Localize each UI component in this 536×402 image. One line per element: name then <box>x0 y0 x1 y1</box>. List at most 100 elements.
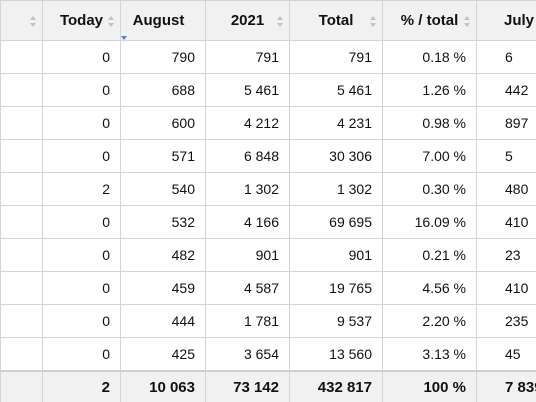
cell: 4.56 % <box>382 271 477 305</box>
data-row: 0 459 4 587 19 765 4.56 % 410 <box>0 271 536 305</box>
cell: 19 765 <box>289 271 383 305</box>
header-cell[interactable]: 2021 <box>205 0 290 41</box>
header-cell[interactable]: % / total <box>382 0 477 41</box>
cell: 410 <box>476 271 536 305</box>
data-row: 0 790 791 791 0.18 % 6 <box>0 40 536 74</box>
cell: 2 <box>42 172 121 206</box>
sort-icon <box>464 16 470 27</box>
cell: 0.21 % <box>382 238 477 272</box>
cell: 0 <box>42 337 121 372</box>
cell: 7 839 <box>476 370 536 402</box>
header-label: Today <box>59 12 104 29</box>
header-cell[interactable] <box>0 0 43 41</box>
data-row: 2 540 1 302 1 302 0.30 % 480 <box>0 172 536 206</box>
cell: 0.30 % <box>382 172 477 206</box>
cell: 442 <box>476 73 536 107</box>
cell: 1.26 % <box>382 73 477 107</box>
header-cell[interactable]: Total <box>289 0 383 41</box>
cell: 0 <box>42 40 121 74</box>
cell: 6 <box>476 40 536 74</box>
cell: 4 166 <box>205 205 290 239</box>
cell: 1 302 <box>289 172 383 206</box>
cell: 2.20 % <box>382 304 477 338</box>
data-row: 0 688 5 461 5 461 1.26 % 442 <box>0 73 536 107</box>
cell: 5 461 <box>205 73 290 107</box>
cell: 901 <box>205 238 290 272</box>
cell: 901 <box>289 238 383 272</box>
cell: 480 <box>476 172 536 206</box>
cell: 7.00 % <box>382 139 477 173</box>
row-label-cell <box>0 238 43 272</box>
row-label-cell <box>0 139 43 173</box>
row-label-cell <box>0 337 43 372</box>
cell: 2 <box>42 370 121 402</box>
cell: 444 <box>120 304 206 338</box>
sort-icon <box>108 16 114 27</box>
cell: 3 654 <box>205 337 290 372</box>
cell: 0 <box>42 304 121 338</box>
row-label-cell <box>0 304 43 338</box>
cell: 5 461 <box>289 73 383 107</box>
row-label-cell <box>0 172 43 206</box>
cell: 790 <box>120 40 206 74</box>
cell: 1 302 <box>205 172 290 206</box>
cell: 9 537 <box>289 304 383 338</box>
header-cell[interactable]: July <box>476 0 536 41</box>
header-row: Today August 2021 Total % / total July <box>0 0 536 41</box>
cell: 1 781 <box>205 304 290 338</box>
cell: 600 <box>120 106 206 140</box>
row-label-cell <box>0 271 43 305</box>
row-label-cell <box>0 205 43 239</box>
cell: 0 <box>42 106 121 140</box>
cell: 16.09 % <box>382 205 477 239</box>
cell: 3.13 % <box>382 337 477 372</box>
cell: 540 <box>120 172 206 206</box>
cell: 30 306 <box>289 139 383 173</box>
data-row: 0 600 4 212 4 231 0.98 % 897 <box>0 106 536 140</box>
cell: 425 <box>120 337 206 372</box>
cell: 23 <box>476 238 536 272</box>
cell: 0.18 % <box>382 40 477 74</box>
cell: 791 <box>205 40 290 74</box>
cell: 0 <box>42 238 121 272</box>
header-label: % / total <box>400 12 459 29</box>
cell: 0 <box>42 73 121 107</box>
row-label-cell <box>0 40 43 74</box>
sort-icon <box>187 18 193 29</box>
data-row: 0 571 6 848 30 306 7.00 % 5 <box>0 139 536 173</box>
cell: 4 212 <box>205 106 290 140</box>
row-label-cell <box>0 73 43 107</box>
cell: 73 142 <box>205 370 290 402</box>
cell: 791 <box>289 40 383 74</box>
cell: 0 <box>42 271 121 305</box>
row-label-cell <box>0 370 43 402</box>
cell: 688 <box>120 73 206 107</box>
cell: 0.98 % <box>382 106 477 140</box>
cell: 5 <box>476 139 536 173</box>
cell: 459 <box>120 271 206 305</box>
data-row: 0 425 3 654 13 560 3.13 % 45 <box>0 337 536 372</box>
data-row: 0 482 901 901 0.21 % 23 <box>0 238 536 272</box>
header-label: Total <box>318 12 354 29</box>
cell: 482 <box>120 238 206 272</box>
header-cell[interactable]: Today <box>42 0 121 41</box>
header-cell[interactable]: August <box>120 0 206 41</box>
cell: 69 695 <box>289 205 383 239</box>
header-label: July <box>503 12 534 29</box>
sort-icon <box>370 16 376 27</box>
header-label: August <box>132 12 185 29</box>
cell: 45 <box>476 337 536 372</box>
cell: 4 587 <box>205 271 290 305</box>
cell: 13 560 <box>289 337 383 372</box>
cell: 897 <box>476 106 536 140</box>
cell: 10 063 <box>120 370 206 402</box>
cell: 0 <box>42 139 121 173</box>
cell: 4 231 <box>289 106 383 140</box>
row-label-cell <box>0 106 43 140</box>
cell: 532 <box>120 205 206 239</box>
cell: 571 <box>120 139 206 173</box>
cell: 0 <box>42 205 121 239</box>
cell: 6 848 <box>205 139 290 173</box>
